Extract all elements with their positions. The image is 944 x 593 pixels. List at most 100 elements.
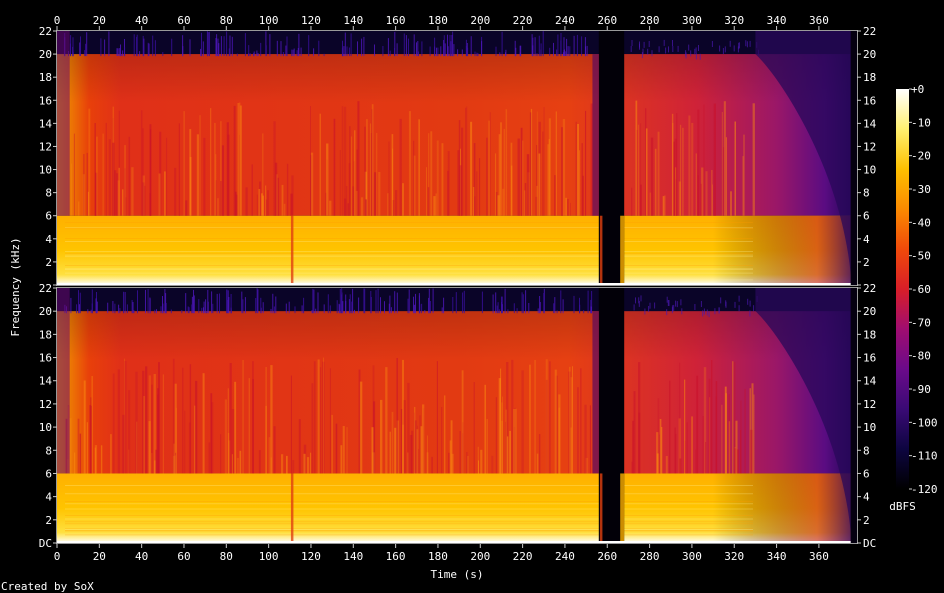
cutoff-spike [108,31,110,57]
spectral-streak [466,452,468,474]
cutoff-spike [206,31,208,57]
cutoff-spike [649,302,651,309]
spectral-streak [637,124,640,216]
spectral-streak [290,375,292,474]
cutoff-spike [507,309,509,314]
spectral-streak [480,449,483,474]
spectral-streak [479,158,481,216]
spectral-streak [654,148,657,216]
x-tick-label-bottom: 20 [93,550,106,563]
cutoff-spike [270,308,272,314]
cutoff-spike [563,37,565,57]
spectral-streak [89,405,92,474]
spectral-streak [149,129,152,216]
spectral-streak [549,361,551,474]
y-tick-label-right: 22 [863,25,876,38]
spectral-streak [210,393,213,474]
cutoff-spike [133,34,135,57]
cutoff-spike [394,31,396,57]
spectral-streak [234,381,237,474]
spectral-streak [178,123,180,216]
colorbar-tick-label: -40 [911,216,931,229]
spectral-streak [265,185,267,216]
spectral-streak [251,164,253,216]
spectral-streak [117,369,120,474]
cutoff-spike [695,47,697,54]
spectral-streak [407,452,409,474]
spectral-streak [114,170,117,216]
x-tick-label-bottom: 160 [386,550,406,563]
cutoff-spike [519,45,521,57]
cutoff-spike [318,40,320,57]
harmonic-line [65,534,753,536]
cutoff-spike [119,308,121,314]
spectral-streak [657,131,660,216]
cutoff-spike [131,300,133,314]
spectral-streak [128,390,131,474]
gap-edge [592,54,599,216]
cutoff-spike [312,288,314,314]
spectral-streak [310,155,313,216]
transient-line [290,473,294,543]
cutoff-spike [688,44,690,51]
cutoff-spike [407,298,409,314]
spectral-streak [436,140,439,216]
colorbar-tick-label: -50 [911,250,931,263]
cutoff-spike [241,291,243,314]
spectral-streak [94,447,96,474]
cutoff-spike [413,34,415,57]
spectral-streak [709,397,711,474]
spectral-streak [526,154,530,216]
spectral-streak [195,380,198,474]
cutoff-spike [242,299,244,314]
cutoff-spike [734,301,736,308]
spectral-streak [511,359,514,474]
spectral-streak [227,388,229,474]
spectral-streak [102,133,104,216]
cutoff-spike [315,308,317,314]
spectral-streak [391,411,394,474]
spectral-streak [489,112,491,216]
spectral-streak [354,130,356,216]
spectral-streak [396,420,399,474]
spectral-streak [112,142,115,216]
spectral-streak [735,420,738,474]
spectral-streak [357,101,360,216]
cutoff-spike [117,48,119,56]
dc-line [57,283,851,285]
spectral-streak [259,181,262,216]
spectral-streak [561,127,563,216]
spectral-streak [153,374,156,474]
spectral-streak [580,368,582,474]
cutoff-spike [288,301,290,314]
spectral-streak [228,440,231,474]
cutoff-spike [539,296,541,314]
cutoff-spike [556,310,558,314]
mid-band-shading [57,54,857,216]
harmonic-line [65,238,753,239]
cutoff-spike [191,304,193,314]
cutoff-spike [147,42,149,57]
cutoff-spike [467,47,469,57]
spectral-streak [151,453,153,474]
spectral-streak [711,360,713,474]
cutoff-spike [327,294,329,314]
cutoff-spike [291,49,293,57]
spectral-streak [640,184,642,216]
spectral-streak [742,156,744,216]
spectral-streak [565,197,567,216]
colorbar-tick-label: -70 [911,316,931,329]
cutoff-spike [187,306,189,314]
spectral-streak [686,422,688,474]
cutoff-spike [348,299,350,314]
harmonic-line [65,485,753,486]
spectral-streak [476,171,478,216]
spectral-streak [239,105,242,216]
cutoff-spike [292,49,294,57]
cutoff-spike [753,305,755,312]
cutoff-spike [154,40,156,57]
spectral-streak [517,138,520,216]
cutoff-spike [70,297,72,314]
spectral-streak [142,175,145,216]
cutoff-spike [505,49,507,57]
